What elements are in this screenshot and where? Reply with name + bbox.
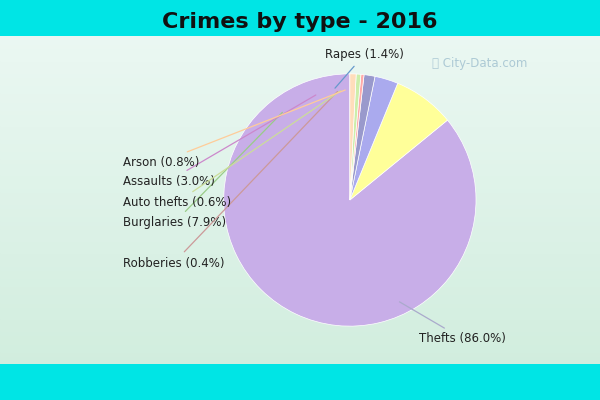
Bar <box>0 106 600 114</box>
Bar <box>0 90 600 98</box>
Bar <box>0 78 600 85</box>
Bar <box>0 123 600 130</box>
Text: Arson (0.8%): Arson (0.8%) <box>123 90 345 169</box>
Bar <box>0 303 600 311</box>
Bar <box>0 164 600 171</box>
Bar <box>0 312 600 319</box>
Bar <box>0 336 600 344</box>
Bar <box>0 49 600 56</box>
Bar <box>0 152 600 159</box>
Bar <box>0 230 600 237</box>
Bar <box>0 135 600 143</box>
Wedge shape <box>224 74 476 326</box>
Bar <box>0 156 600 163</box>
Bar <box>0 226 600 233</box>
Bar <box>0 250 600 258</box>
Bar <box>0 94 600 102</box>
Bar <box>0 332 600 339</box>
Text: Crimes by type - 2016: Crimes by type - 2016 <box>162 12 438 32</box>
Text: Ⓢ City-Data.com: Ⓢ City-Data.com <box>433 58 527 70</box>
Bar <box>0 254 600 262</box>
Bar <box>0 197 600 204</box>
Text: Rapes (1.4%): Rapes (1.4%) <box>325 48 403 88</box>
Text: Burglaries (7.9%): Burglaries (7.9%) <box>123 112 283 229</box>
Bar <box>0 131 600 138</box>
Bar <box>0 308 600 315</box>
Bar <box>0 57 600 65</box>
Bar <box>0 324 600 331</box>
Bar <box>0 299 600 307</box>
Text: Assaults (3.0%): Assaults (3.0%) <box>123 95 316 188</box>
Bar <box>0 184 600 192</box>
Bar <box>0 168 600 176</box>
Bar <box>0 193 600 200</box>
Bar <box>0 41 600 48</box>
Bar <box>0 238 600 245</box>
Bar <box>0 148 600 155</box>
Bar <box>0 295 600 302</box>
Bar <box>0 234 600 241</box>
Bar <box>0 205 600 212</box>
Bar <box>0 291 600 298</box>
Bar <box>0 275 600 282</box>
Wedge shape <box>350 75 375 200</box>
Bar <box>0 344 600 352</box>
Bar <box>0 33 600 40</box>
Bar <box>0 270 600 278</box>
Wedge shape <box>350 74 364 200</box>
Bar <box>0 172 600 180</box>
Wedge shape <box>350 76 398 200</box>
Bar <box>0 287 600 294</box>
Bar <box>0 144 600 151</box>
Bar <box>0 37 600 44</box>
Bar <box>0 348 600 356</box>
Bar <box>0 82 600 89</box>
Bar <box>0 209 600 216</box>
Bar <box>0 283 600 290</box>
Text: Auto thefts (0.6%): Auto thefts (0.6%) <box>123 91 341 209</box>
Bar <box>0 45 600 52</box>
Bar <box>0 70 600 77</box>
Bar <box>0 262 600 270</box>
Bar <box>0 74 600 81</box>
Bar <box>0 86 600 94</box>
Text: Thefts (86.0%): Thefts (86.0%) <box>400 302 506 345</box>
Bar <box>0 217 600 225</box>
Bar <box>0 258 600 266</box>
Bar <box>0 160 600 167</box>
Bar <box>0 279 600 286</box>
Bar <box>0 213 600 220</box>
Bar <box>0 176 600 184</box>
Bar <box>0 115 600 122</box>
Bar <box>0 180 600 188</box>
Bar <box>0 102 600 110</box>
Bar <box>0 320 600 327</box>
Bar <box>0 119 600 126</box>
Bar <box>0 139 600 147</box>
Bar <box>0 201 600 208</box>
Bar <box>0 316 600 323</box>
Wedge shape <box>350 74 356 200</box>
Bar <box>0 66 600 73</box>
Text: Robberies (0.4%): Robberies (0.4%) <box>123 92 337 270</box>
Bar <box>0 221 600 229</box>
Bar <box>0 340 600 348</box>
Bar <box>0 328 600 335</box>
Bar <box>0 53 600 61</box>
Wedge shape <box>350 74 361 200</box>
Wedge shape <box>350 83 448 200</box>
Bar <box>0 266 600 274</box>
Bar <box>0 62 600 69</box>
Bar <box>0 246 600 253</box>
Bar <box>0 98 600 106</box>
Bar <box>0 242 600 249</box>
Bar <box>0 111 600 118</box>
Bar <box>0 127 600 134</box>
Bar <box>0 188 600 196</box>
Bar <box>0 352 600 360</box>
Bar <box>0 357 600 364</box>
